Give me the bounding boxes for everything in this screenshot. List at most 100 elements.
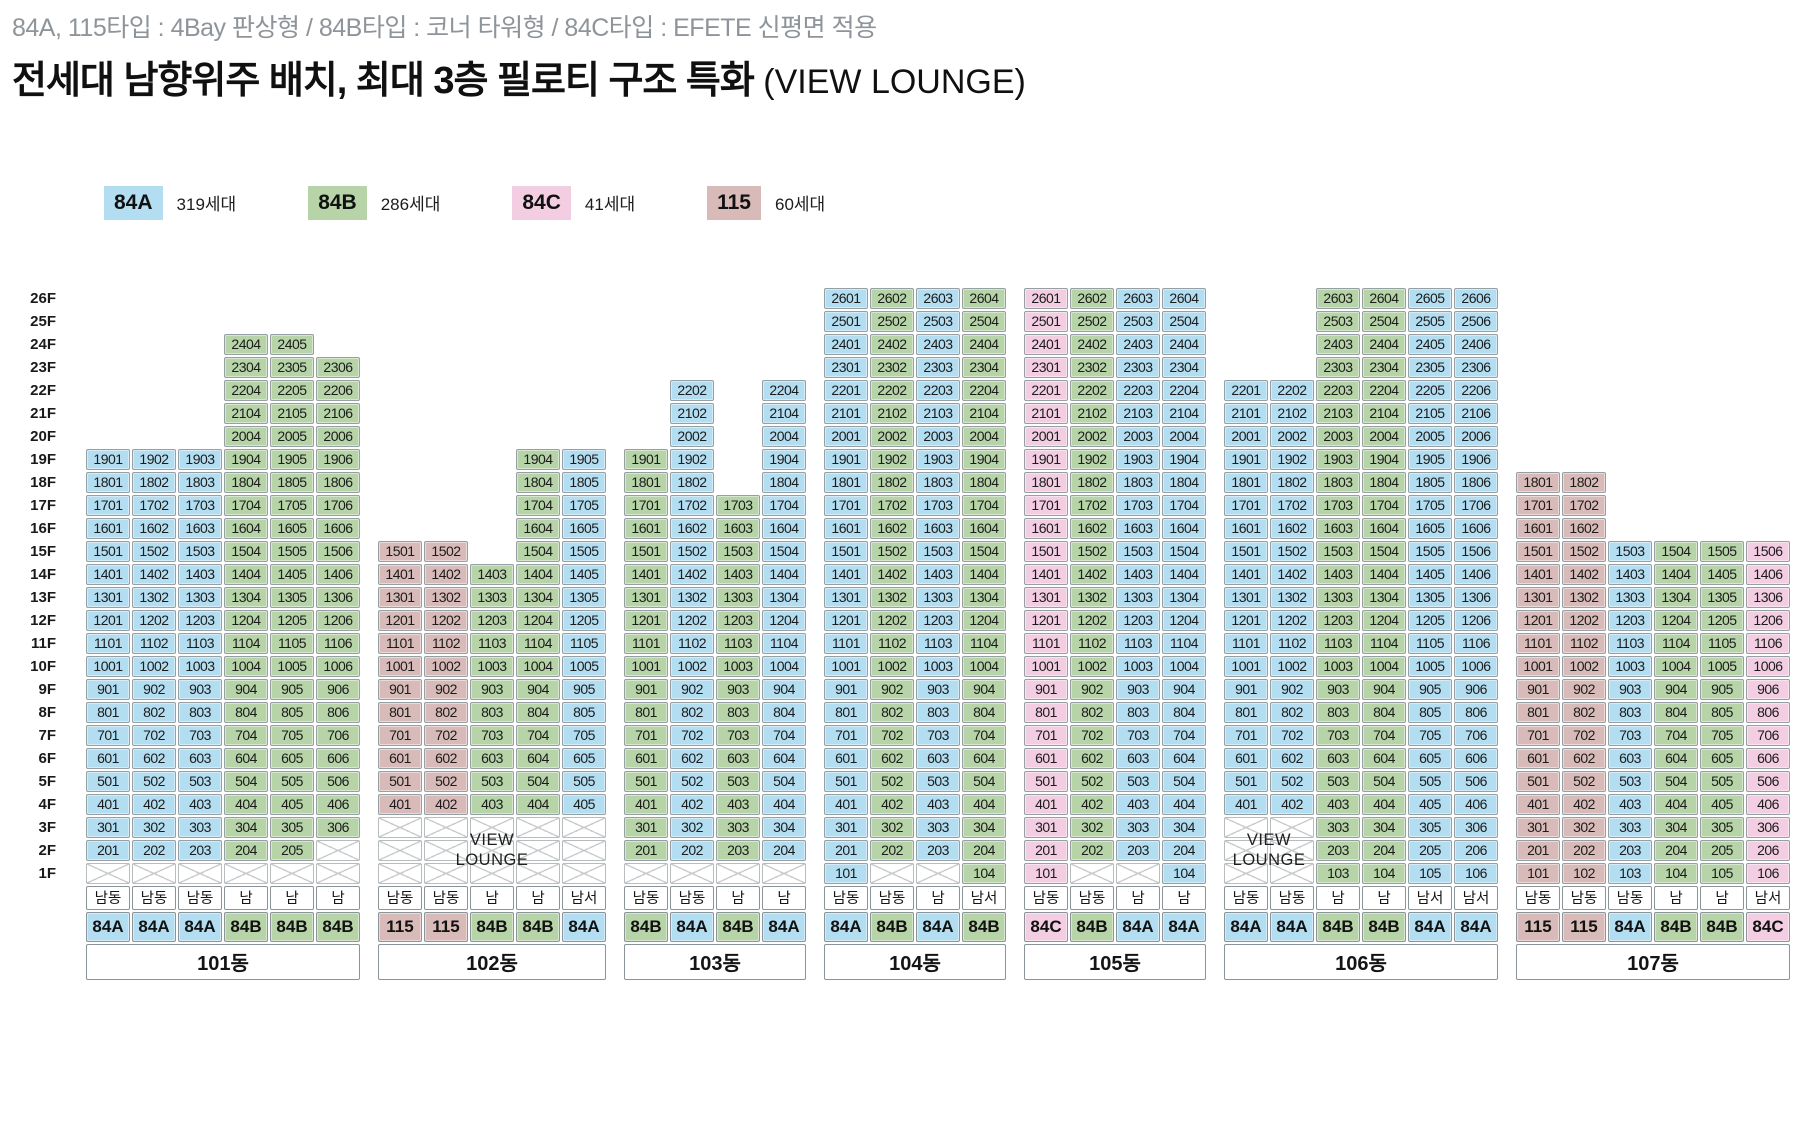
unit-cell: 1002 (424, 655, 468, 677)
type-cell: 84A (562, 911, 606, 942)
unit-cell: 905 (270, 678, 314, 700)
unit-cell: 903 (1316, 678, 1360, 700)
unit-cell: 503 (1316, 770, 1360, 792)
unit-cell: 1701 (1516, 494, 1560, 516)
unit-cell: 2401 (1024, 333, 1068, 355)
type-cell: 84C (1746, 911, 1790, 942)
unit-cell: 504 (224, 770, 268, 792)
direction-cell: 남동 (670, 885, 714, 910)
unit-cell: 1403 (1608, 563, 1652, 585)
unit-cell: 901 (624, 678, 668, 700)
unit-cell: 502 (1070, 770, 1114, 792)
floor-label: 8F (38, 703, 56, 721)
unit-cell: 803 (716, 701, 760, 723)
unit-cell: 804 (1654, 701, 1698, 723)
unit-cell: 2101 (824, 402, 868, 424)
unit-cell: 1201 (824, 609, 868, 631)
unit-cell: 902 (132, 678, 176, 700)
unit-cell: 602 (870, 747, 914, 769)
unit-cell: 2103 (1116, 402, 1160, 424)
unit-cell: 1406 (316, 563, 360, 585)
unit-cell: 201 (86, 839, 130, 861)
unit-cell: 1502 (424, 540, 468, 562)
unit-cell: 1904 (1162, 448, 1206, 470)
floor-label: 18F (30, 473, 56, 491)
unit-cell: 1101 (1516, 632, 1560, 654)
direction-cell: 남 (1116, 885, 1160, 910)
building-107동: 101 201 301 401 501 601 701 801 901 1001 1101 1201 1… (1516, 288, 1790, 980)
unit-cell: 1602 (670, 517, 714, 539)
unit-cell: 1102 (1070, 632, 1114, 654)
unit-cell: 902 (1562, 678, 1606, 700)
unit-cell: 1301 (378, 586, 422, 608)
unit-cell: 1304 (1362, 586, 1406, 608)
unit-cell: 1704 (1362, 494, 1406, 516)
unit-cell: 501 (86, 770, 130, 792)
unit-cell: 1605 (1408, 517, 1452, 539)
unit-cell: 1503 (1608, 540, 1652, 562)
unit-cell: 105 (1408, 862, 1452, 884)
unit-cell: 2601 (1024, 287, 1068, 309)
void-cell (516, 862, 560, 884)
unit-cell: 2304 (962, 356, 1006, 378)
unit-cell: 403 (178, 793, 222, 815)
unit-cell: 603 (470, 747, 514, 769)
type-cell: 84B (962, 911, 1006, 942)
unit-cell: 903 (178, 678, 222, 700)
unit-cell: 1901 (624, 448, 668, 470)
unit-cell: 1806 (1454, 471, 1498, 493)
unit-cell: 2502 (1070, 310, 1114, 332)
unit-cell: 1301 (1024, 586, 1068, 608)
unit-cell: 1102 (870, 632, 914, 654)
unit-cell: 2001 (1024, 425, 1068, 447)
unit-cell: 1501 (1024, 540, 1068, 562)
floor-label: 13F (30, 588, 56, 606)
unit-cell: 1802 (1070, 471, 1114, 493)
type-cell: 84A (670, 911, 714, 942)
unit-cell: 1005 (1700, 655, 1744, 677)
direction-cell: 남서 (1408, 885, 1452, 910)
floor-label: 22F (30, 381, 56, 399)
unit-cell: 1502 (1270, 540, 1314, 562)
unit-cell: 301 (1024, 816, 1068, 838)
unit-cell: 905 (562, 678, 606, 700)
unit-cell: 703 (1316, 724, 1360, 746)
void-cell (470, 816, 514, 838)
unit-cell: 1005 (270, 655, 314, 677)
direction-cell: 남동 (624, 885, 668, 910)
unit-cell: 1003 (470, 655, 514, 677)
unit-cell: 1901 (1024, 448, 1068, 470)
unit-cell: 1401 (1224, 563, 1268, 585)
unit-cell: 1306 (1454, 586, 1498, 608)
unit-cell: 602 (1070, 747, 1114, 769)
type-cell: 84A (1454, 911, 1498, 942)
unit-cell: 604 (1362, 747, 1406, 769)
unit-cell: 504 (1362, 770, 1406, 792)
legend-count: 41세대 (584, 195, 636, 215)
unit-cell: 1602 (132, 517, 176, 539)
type-cell: 84A (132, 911, 176, 942)
unit-cell: 1904 (762, 448, 806, 470)
void-cell (562, 816, 606, 838)
unit-cell: 1904 (516, 448, 560, 470)
unit-cell: 503 (470, 770, 514, 792)
unit-cell: 1003 (716, 655, 760, 677)
unit-cell: 2404 (962, 333, 1006, 355)
unit-cell: 404 (516, 793, 560, 815)
unit-cell: 702 (1070, 724, 1114, 746)
unit-cell: 1101 (824, 632, 868, 654)
view-lounge-label: VIEW LOUNGE (1232, 830, 1306, 870)
floor-label: 26F (30, 289, 56, 307)
unit-cell: 1103 (1116, 632, 1160, 654)
void-cell (870, 862, 914, 884)
unit-cell: 1703 (178, 494, 222, 516)
unit-cell: 1601 (624, 517, 668, 539)
unit-cell: 2204 (1162, 379, 1206, 401)
type-cell: 84A (1408, 911, 1452, 942)
unit-cell: 902 (1270, 678, 1314, 700)
unit-cell: 1104 (1654, 632, 1698, 654)
unit-cell: 605 (562, 747, 606, 769)
unit-cell: 402 (424, 793, 468, 815)
unit-cell: 104 (1654, 862, 1698, 884)
unit-cell: 1002 (1270, 655, 1314, 677)
